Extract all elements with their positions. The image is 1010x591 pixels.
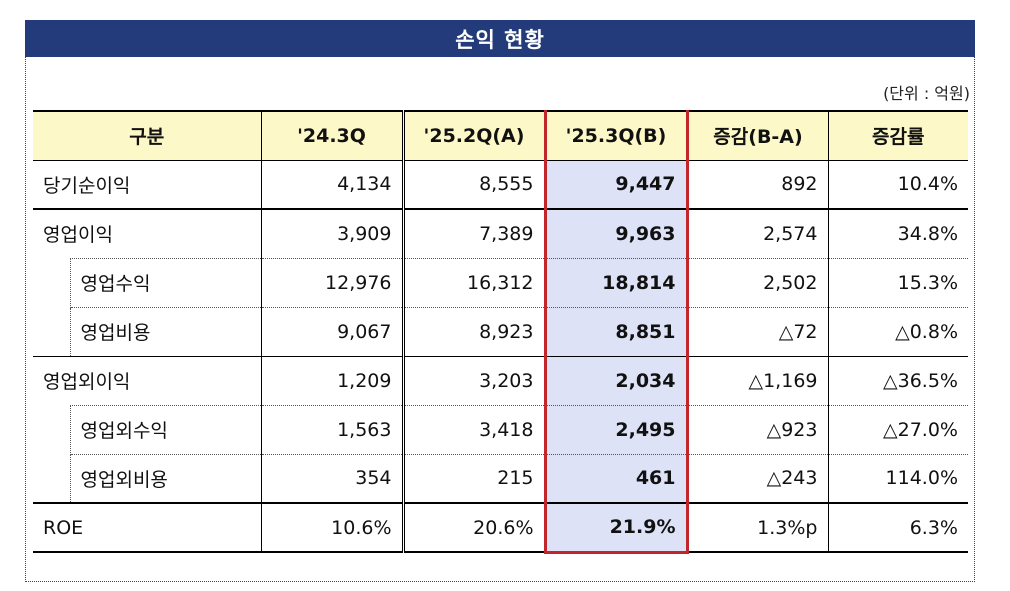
cell-24-3q: 9,067 — [260, 306, 403, 356]
cell-24-3q: 1,563 — [260, 404, 403, 454]
header-25-2q-a: '25.2Q(A) — [401, 110, 545, 161]
indent-spacer — [33, 454, 70, 503]
cell-rate: 114.0% — [827, 453, 968, 503]
cell-24-3q: 354 — [260, 453, 403, 503]
cell-diff: △923 — [686, 404, 828, 454]
cell-rate: 6.3% — [827, 502, 968, 553]
cell-25-3q: 2,034 — [543, 355, 689, 405]
cell-diff: △1,169 — [686, 355, 828, 405]
header-rate: 증감률 — [827, 110, 968, 161]
cell-25-3q: 461 — [543, 453, 689, 503]
cell-25-2q: 7,389 — [401, 208, 545, 258]
table-row: 영업비용 9,067 8,923 8,851 △72 △0.8% — [33, 306, 968, 356]
cell-diff: 2,574 — [686, 208, 828, 258]
table-header-row: 구분 '24.3Q '25.2Q(A) '25.3Q(B) 증감(B-A) 증감… — [33, 110, 968, 161]
page-title: 손익 현황 — [25, 20, 975, 57]
table-row: 영업수익 12,976 16,312 18,814 2,502 15.3% — [33, 257, 968, 307]
row-label: 영업수익 — [69, 257, 261, 307]
row-label: ROE — [33, 502, 261, 553]
unit-label: (단위 : 억원) — [883, 84, 970, 103]
cell-rate: 10.4% — [827, 159, 968, 209]
cell-25-2q: 20.6% — [401, 502, 545, 553]
row-label: 영업외이익 — [33, 355, 261, 405]
cell-24-3q: 10.6% — [260, 502, 403, 553]
table-row: 영업외수익 1,563 3,418 2,495 △923 △27.0% — [33, 404, 968, 454]
indent-spacer — [33, 258, 70, 307]
cell-rate: 34.8% — [827, 208, 968, 258]
cell-24-3q: 12,976 — [260, 257, 403, 307]
cell-25-2q: 16,312 — [401, 257, 545, 307]
content-frame — [25, 57, 975, 582]
table-row: 영업외이익 1,209 3,203 2,034 △1,169 △36.5% — [33, 355, 968, 405]
cell-25-2q: 8,923 — [401, 306, 545, 356]
header-24-3q: '24.3Q — [260, 110, 403, 161]
cell-rate: △27.0% — [827, 404, 968, 454]
cell-25-3q: 2,495 — [543, 404, 689, 454]
cell-25-2q: 8,555 — [401, 159, 545, 209]
row-label: 당기순이익 — [33, 159, 261, 209]
cell-24-3q: 4,134 — [260, 159, 403, 209]
row-label: 영업외수익 — [69, 404, 261, 454]
cell-diff: 1.3%p — [686, 502, 828, 553]
cell-25-3q: 21.9% — [543, 502, 689, 554]
cell-rate: △36.5% — [827, 355, 968, 405]
table-row: ROE 10.6% 20.6% 21.9% 1.3%p 6.3% — [33, 502, 968, 554]
cell-rate: △0.8% — [827, 306, 968, 356]
cell-25-2q: 3,418 — [401, 404, 545, 454]
cell-rate: 15.3% — [827, 257, 968, 307]
cell-24-3q: 1,209 — [260, 355, 403, 405]
cell-25-3q: 9,963 — [543, 208, 689, 258]
cell-24-3q: 3,909 — [260, 208, 403, 258]
row-label: 영업이익 — [33, 208, 261, 258]
cell-25-2q: 215 — [401, 453, 545, 503]
table-row: 영업외비용 354 215 461 △243 114.0% — [33, 453, 968, 503]
row-label: 영업비용 — [69, 306, 261, 356]
profit-loss-table: 구분 '24.3Q '25.2Q(A) '25.3Q(B) 증감(B-A) 증감… — [33, 110, 968, 554]
header-category: 구분 — [33, 110, 261, 161]
cell-25-3q: 8,851 — [543, 306, 689, 356]
indent-spacer — [33, 307, 70, 356]
cell-25-3q: 18,814 — [543, 257, 689, 307]
header-diff: 증감(B-A) — [686, 110, 828, 161]
header-25-3q-b: '25.3Q(B) — [543, 110, 689, 161]
row-label: 영업외비용 — [69, 453, 261, 503]
cell-25-2q: 3,203 — [401, 355, 545, 405]
table-row: 당기순이익 4,134 8,555 9,447 892 10.4% — [33, 159, 968, 209]
cell-diff: △243 — [686, 453, 828, 503]
indent-spacer — [33, 405, 70, 454]
cell-diff: △72 — [686, 306, 828, 356]
cell-diff: 2,502 — [686, 257, 828, 307]
table-row: 영업이익 3,909 7,389 9,963 2,574 34.8% — [33, 208, 968, 258]
cell-25-3q: 9,447 — [543, 159, 689, 209]
cell-diff: 892 — [686, 159, 828, 209]
